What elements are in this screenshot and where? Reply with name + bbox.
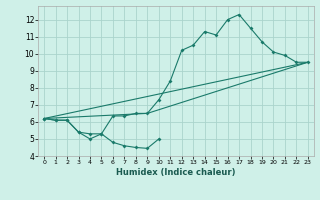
X-axis label: Humidex (Indice chaleur): Humidex (Indice chaleur)	[116, 168, 236, 177]
